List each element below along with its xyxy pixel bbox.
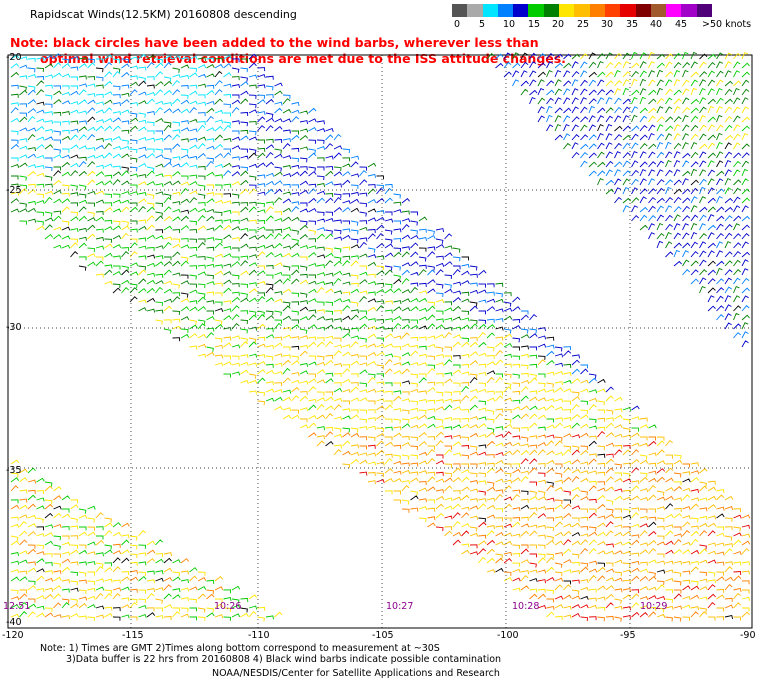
colorbar-label: 15	[528, 19, 541, 30]
attitude-note-line1: Note: black circles have been added to t…	[10, 35, 539, 50]
footer-note-line2: 3)Data buffer is 22 hrs from 20160808 4)…	[66, 654, 502, 665]
footer-credit: NOAA/NESDIS/Center for Satellite Applica…	[212, 668, 500, 679]
lat-label: -20	[6, 52, 22, 63]
colorbar-label: >50 knots	[702, 19, 752, 30]
colorbar-swatch	[543, 4, 560, 17]
lon-label: -110	[248, 630, 270, 641]
wind-barbs	[10, 53, 597, 384]
wind-barbs	[36, 505, 248, 621]
lat-label: -35	[6, 465, 22, 476]
wind-barbs	[197, 331, 751, 621]
wind-barb-swaths	[10, 51, 751, 622]
lon-label: -120	[2, 630, 24, 641]
time-label: 10:29	[640, 601, 667, 612]
colorbar-swatch	[666, 4, 682, 17]
colorbar-swatch	[589, 4, 605, 17]
wind-barbs	[10, 53, 232, 172]
colorbar-label: 35	[626, 19, 639, 30]
colorbar-label: 5	[479, 19, 486, 30]
map-border	[7, 54, 753, 629]
colorbar-label: 0	[454, 19, 461, 30]
wind-barbs	[19, 170, 657, 433]
swath-center	[10, 53, 751, 622]
wind-barbs	[486, 51, 750, 330]
colorbar-swatch	[635, 4, 651, 17]
time-labels: 12:51 10:26 10:27 10:28 10:29	[3, 601, 667, 612]
lon-label: -100	[497, 630, 519, 641]
colorbar-swatch	[650, 4, 667, 17]
axis-labels: -20 -25 -30 -35 -40 -120 -115 -110 -105 -100 -95 -9…	[2, 52, 756, 641]
colorbar-label: 10	[503, 19, 516, 30]
time-label: 10:28	[512, 601, 539, 612]
speed-colorbar: 0 5 10 15 20 25 30 35 40 45 >50 knots	[452, 4, 760, 33]
colorbar-label: 45	[675, 19, 688, 30]
colorbar-swatch	[513, 4, 529, 17]
time-label: 12:51	[3, 601, 30, 612]
colorbar-label: 30	[601, 19, 614, 30]
time-label: 10:27	[386, 601, 413, 612]
colorbar-swatch	[467, 4, 483, 17]
colorbar-label: 20	[552, 19, 565, 30]
wind-barbs	[19, 468, 224, 621]
wind-barbs	[231, 53, 640, 411]
swath-lower-left	[10, 459, 283, 622]
wind-barbs	[580, 51, 750, 150]
colorbar-swatch	[452, 4, 468, 17]
colorbar-swatch	[574, 4, 590, 17]
wind-barbs	[495, 53, 750, 339]
lat-lon-grid	[8, 55, 752, 628]
colorbar-swatch	[497, 4, 514, 17]
lon-label: -95	[620, 630, 636, 641]
colorbar-swatch	[482, 4, 498, 17]
lat-label: -40	[6, 617, 22, 628]
swath-upper-right	[486, 51, 750, 348]
wind-barbs	[10, 459, 283, 622]
wind-barbs	[520, 52, 742, 312]
lat-label: -25	[6, 185, 22, 196]
time-label: 10:26	[214, 601, 241, 612]
wind-barbs	[495, 52, 750, 348]
colorbar-label: 25	[577, 19, 590, 30]
lon-label: -105	[372, 630, 394, 641]
map-frame	[7, 54, 753, 629]
wind-barbs	[10, 170, 751, 620]
colorbar-swatch	[681, 4, 697, 17]
wind-barbs	[308, 431, 751, 622]
colorbar-swatch	[528, 4, 544, 17]
colorbar-swatches	[452, 4, 760, 17]
wind-barbs	[597, 51, 750, 204]
colorbar-swatch	[604, 4, 621, 17]
wind-barbs	[10, 55, 572, 368]
wind-barbs	[10, 467, 274, 621]
lat-label: -30	[6, 322, 22, 333]
wind-barbs	[36, 67, 734, 620]
colorbar-label: 40	[650, 19, 663, 30]
colorbar-labels: 0 5 10 15 20 25 30 35 40 45 >50 knots	[452, 19, 760, 33]
map-title: Rapidscat Winds(12.5KM) 20160808 descend…	[30, 8, 297, 21]
colorbar-swatch	[559, 4, 575, 17]
colorbar-swatch	[620, 4, 636, 17]
wind-barbs	[10, 479, 224, 619]
footer-note-line1: Note: 1) Times are GMT 2)Times along bot…	[40, 643, 440, 654]
lon-label: -115	[122, 630, 144, 641]
wind-barbs	[359, 430, 751, 622]
colorbar-swatch	[696, 4, 713, 17]
lon-label: -90	[740, 630, 756, 641]
